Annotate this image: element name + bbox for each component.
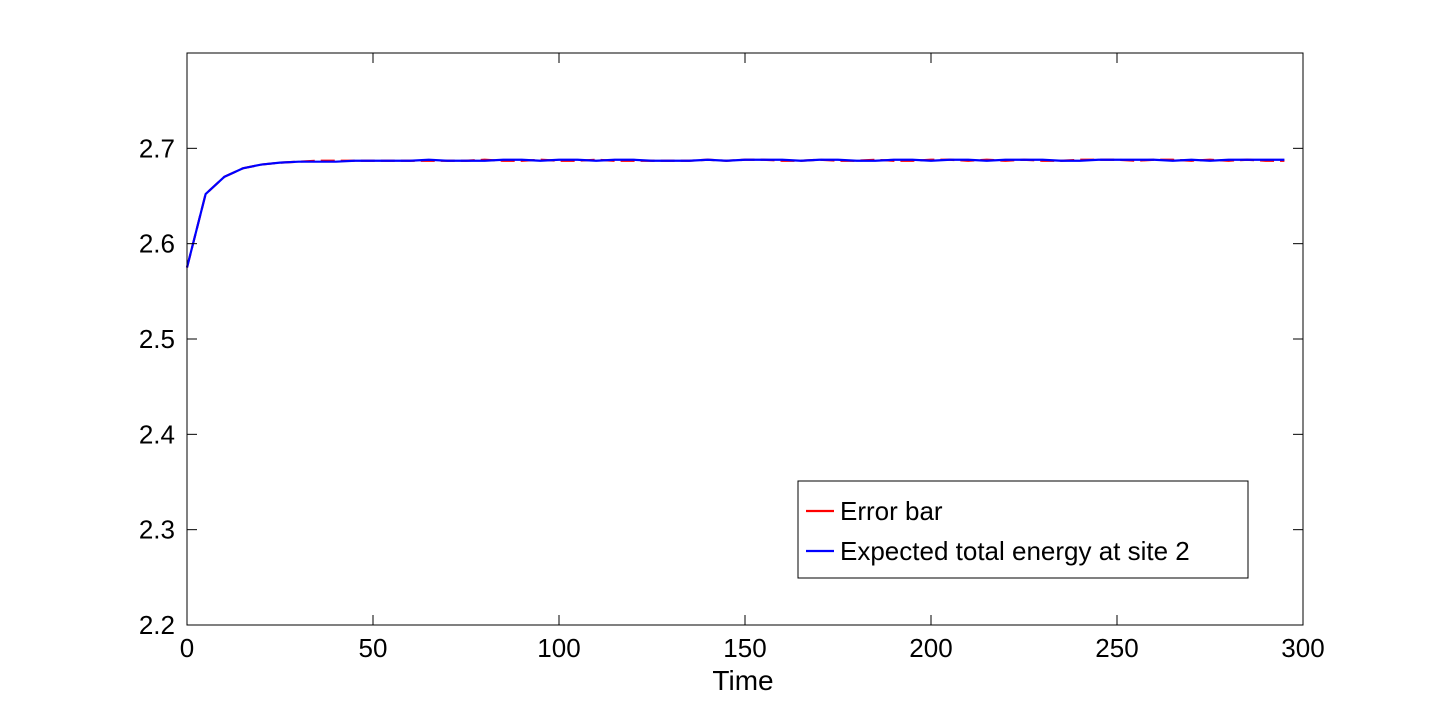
legend: Error bar Expected total energy at site 2: [797, 480, 1249, 579]
x-tick-label: 250: [1095, 633, 1138, 663]
series-line-2: [185, 158, 1285, 268]
x-tick-label: 100: [537, 633, 580, 663]
x-tick-label: 300: [1281, 633, 1324, 663]
y-tick-label: 2.4: [139, 419, 175, 449]
y-tick-label: 2.7: [139, 133, 175, 163]
legend-label-2: Expected total energy at site 2: [840, 536, 1190, 566]
x-tick-label: 200: [909, 633, 952, 663]
y-tick-label: 2.2: [139, 610, 175, 640]
legend-label-1: Error bar: [840, 496, 943, 526]
x-tick-label: 50: [359, 633, 388, 663]
y-tick-label: 2.5: [139, 324, 175, 354]
axes-layer: 0 50 100 150 200 250 300 2.2 2.3 2.4 2.5 2.6 2.7: [139, 52, 1325, 663]
series-layer: [185, 158, 1285, 268]
x-tick-label: 0: [180, 633, 194, 663]
y-tick-label: 2.3: [139, 515, 175, 545]
x-tick-label: 150: [723, 633, 766, 663]
y-tick-label: 2.6: [139, 229, 175, 259]
x-axis-label: Time: [712, 665, 773, 696]
legend-box: [797, 480, 1249, 579]
